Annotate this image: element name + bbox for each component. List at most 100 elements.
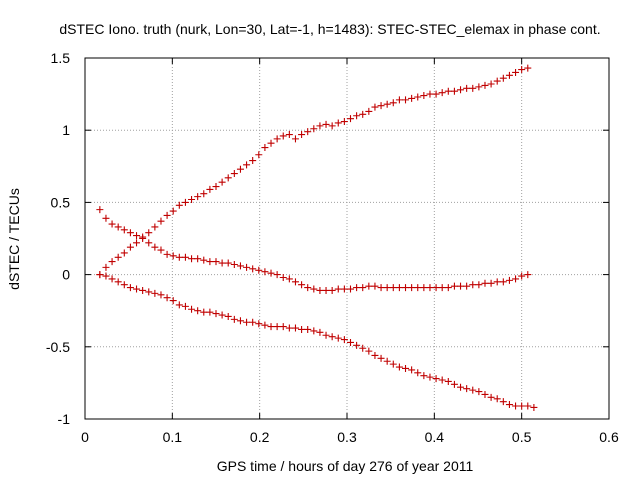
data-point — [218, 311, 226, 319]
data-point — [408, 94, 416, 102]
data-point — [230, 260, 238, 268]
data-point — [475, 83, 483, 91]
data-point — [481, 390, 489, 398]
data-point — [371, 282, 379, 290]
data-point — [310, 285, 318, 293]
data-point — [175, 301, 183, 309]
data-point — [261, 144, 269, 152]
data-point — [224, 174, 232, 182]
data-point — [163, 294, 171, 302]
series-lower — [96, 271, 538, 411]
y-tick-label: -1 — [58, 411, 71, 427]
data-point — [389, 284, 397, 292]
data-point — [126, 229, 134, 237]
data-point — [457, 282, 465, 290]
data-point — [322, 286, 330, 294]
x-tick-label: 0.1 — [163, 429, 183, 445]
x-tick-label: 0.6 — [599, 429, 619, 445]
data-point — [243, 318, 251, 326]
data-point — [487, 80, 495, 88]
data-point — [493, 77, 501, 85]
data-point — [518, 66, 526, 74]
data-point — [346, 338, 354, 346]
data-point — [243, 161, 251, 169]
data-point — [304, 128, 312, 136]
data-point — [200, 190, 208, 198]
data-point — [395, 284, 403, 292]
data-point — [206, 185, 214, 193]
data-point — [188, 255, 196, 263]
data-point — [298, 325, 306, 333]
chart-title: dSTEC Iono. truth (nurk, Lon=30, Lat=-1,… — [59, 21, 600, 37]
data-point — [530, 403, 538, 411]
data-point — [487, 393, 495, 401]
data-point — [169, 297, 177, 305]
data-point — [512, 68, 520, 76]
data-point — [120, 249, 128, 257]
data-point — [304, 284, 312, 292]
data-point — [224, 312, 232, 320]
y-tick-label: 1 — [62, 122, 70, 138]
data-point — [108, 275, 116, 283]
data-point — [365, 282, 373, 290]
data-point — [316, 286, 324, 294]
data-point — [383, 100, 391, 108]
data-point — [408, 366, 416, 374]
data-point — [194, 307, 202, 315]
data-point — [273, 135, 281, 143]
data-point — [524, 64, 532, 72]
data-point — [285, 275, 293, 283]
data-point — [267, 139, 275, 147]
data-point — [114, 253, 122, 261]
data-point — [151, 223, 159, 231]
data-point — [438, 284, 446, 292]
data-point — [414, 369, 422, 377]
data-point — [420, 92, 428, 100]
data-point — [414, 284, 422, 292]
x-tick-label: 0.2 — [250, 429, 270, 445]
data-point — [365, 107, 373, 115]
data-point — [145, 288, 153, 296]
data-point — [457, 86, 465, 94]
data-point — [298, 131, 306, 139]
data-point — [236, 165, 244, 173]
data-point — [255, 151, 263, 159]
data-point — [96, 271, 104, 279]
data-point — [236, 262, 244, 270]
data-point — [444, 284, 452, 292]
y-tick-label: -0.5 — [46, 339, 70, 355]
data-point — [285, 324, 293, 332]
data-point — [469, 84, 477, 92]
data-point — [157, 246, 165, 254]
data-point — [175, 201, 183, 209]
data-point — [200, 308, 208, 316]
data-point — [346, 285, 354, 293]
data-point — [139, 235, 147, 242]
data-point — [499, 278, 507, 286]
data-point — [194, 193, 202, 201]
data-point — [383, 357, 391, 365]
data-point — [316, 122, 324, 130]
data-point — [469, 386, 477, 394]
data-point — [377, 354, 385, 362]
data-point — [371, 351, 379, 359]
data-point — [377, 284, 385, 292]
data-point — [243, 263, 251, 271]
data-point — [169, 207, 177, 215]
data-point — [457, 383, 465, 391]
data-point — [512, 275, 520, 283]
data-point — [188, 305, 196, 313]
data-point — [438, 376, 446, 384]
data-point — [414, 93, 422, 101]
data-point — [169, 252, 177, 260]
data-point — [450, 87, 458, 95]
data-point — [249, 318, 257, 326]
data-point — [114, 278, 122, 286]
data-point — [194, 255, 202, 263]
data-points — [96, 64, 538, 411]
data-point — [426, 284, 434, 292]
data-point — [408, 284, 416, 292]
data-point — [181, 198, 189, 206]
data-point — [340, 336, 348, 344]
